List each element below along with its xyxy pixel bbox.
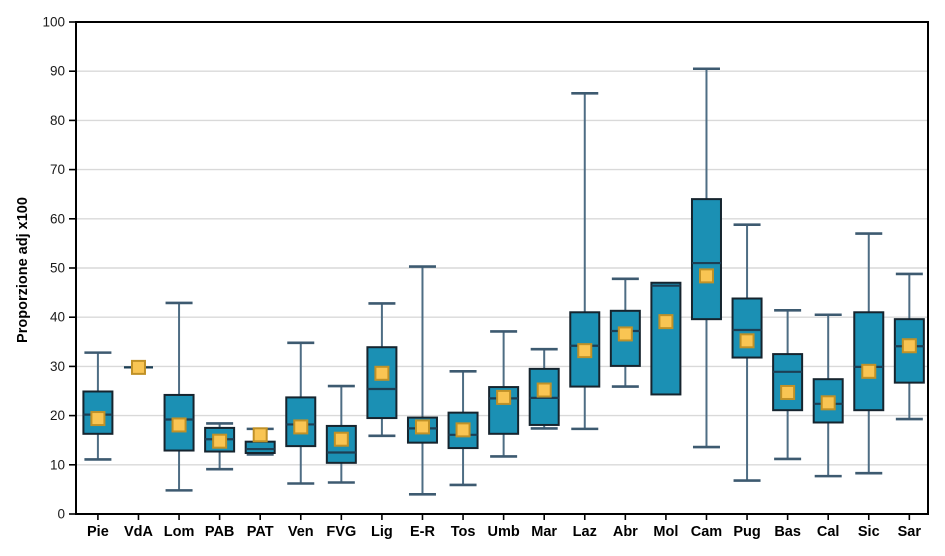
box-Mol — [650, 281, 682, 396]
box-Lig — [366, 346, 398, 420]
x-tick-label-PAB: PAB — [205, 524, 235, 540]
x-tick-label-Mar: Mar — [531, 524, 557, 540]
x-tick-label-Sic: Sic — [858, 524, 880, 540]
x-tick-label-FVG: FVG — [326, 524, 356, 540]
x-tick-label-Lig: Lig — [371, 524, 393, 540]
x-tick-label-Cam: Cam — [691, 524, 722, 540]
box-Sic — [853, 311, 885, 412]
x-tick-label-Mol: Mol — [653, 524, 678, 540]
x-tick-label-Ven: Ven — [288, 524, 314, 540]
x-tick-label-Bas: Bas — [774, 524, 801, 540]
mean-marker-Lig — [374, 365, 390, 381]
x-tick-label-Pug: Pug — [733, 524, 760, 540]
x-tick-label-Cal: Cal — [817, 524, 840, 540]
mean-marker-Mol — [658, 314, 674, 330]
y-tick-label-90: 90 — [50, 64, 65, 79]
x-tick-label-Abr: Abr — [613, 524, 638, 540]
mean-marker-Pie — [90, 411, 106, 427]
mean-marker-Umb — [496, 389, 512, 405]
x-tick-label-Umb: Umb — [488, 524, 520, 540]
x-tick-label-E-R: E-R — [410, 524, 436, 540]
y-axis-title: Proporzione adj x100 — [15, 197, 31, 343]
y-tick-label-10: 10 — [50, 457, 65, 472]
mean-marker-Pug — [739, 333, 755, 349]
mean-marker-Cam — [698, 268, 714, 284]
box-Bas — [772, 353, 804, 412]
box-Pug — [731, 297, 763, 359]
y-tick-label-20: 20 — [50, 408, 65, 423]
mean-marker-Bas — [780, 384, 796, 400]
y-tick-label-60: 60 — [50, 211, 65, 226]
mean-marker-PAT — [252, 427, 268, 443]
x-tick-label-Sar: Sar — [898, 524, 922, 540]
mean-marker-Abr — [617, 326, 633, 342]
mean-marker-Sar — [901, 338, 917, 354]
x-tick-label-Pie: Pie — [87, 524, 109, 540]
y-tick-label-50: 50 — [50, 261, 65, 276]
mean-marker-Cal — [820, 395, 836, 411]
mean-marker-VdA — [130, 359, 146, 375]
x-tick-label-VdA: VdA — [124, 524, 154, 540]
box-PAT — [244, 440, 276, 454]
mean-marker-Tos — [455, 422, 471, 438]
y-tick-label-30: 30 — [50, 359, 65, 374]
y-tick-label-80: 80 — [50, 113, 65, 128]
mean-marker-PAB — [212, 433, 228, 449]
x-tick-label-Tos: Tos — [451, 524, 476, 540]
y-tick-label-70: 70 — [50, 162, 65, 177]
y-tick-label-40: 40 — [50, 310, 65, 325]
y-tick-label-0: 0 — [57, 507, 65, 522]
mean-marker-Lom — [171, 417, 187, 433]
mean-marker-FVG — [333, 431, 349, 447]
x-tick-label-Laz: Laz — [573, 524, 597, 540]
mean-marker-Ven — [293, 419, 309, 435]
mean-marker-E-R — [414, 419, 430, 435]
mean-marker-Sic — [861, 363, 877, 379]
mean-marker-Mar — [536, 382, 552, 398]
mean-marker-Laz — [577, 343, 593, 359]
x-tick-label-PAT: PAT — [247, 524, 274, 540]
y-tick-label-100: 100 — [42, 15, 65, 30]
box-Cam — [690, 198, 722, 321]
x-tick-label-Lom: Lom — [164, 524, 195, 540]
